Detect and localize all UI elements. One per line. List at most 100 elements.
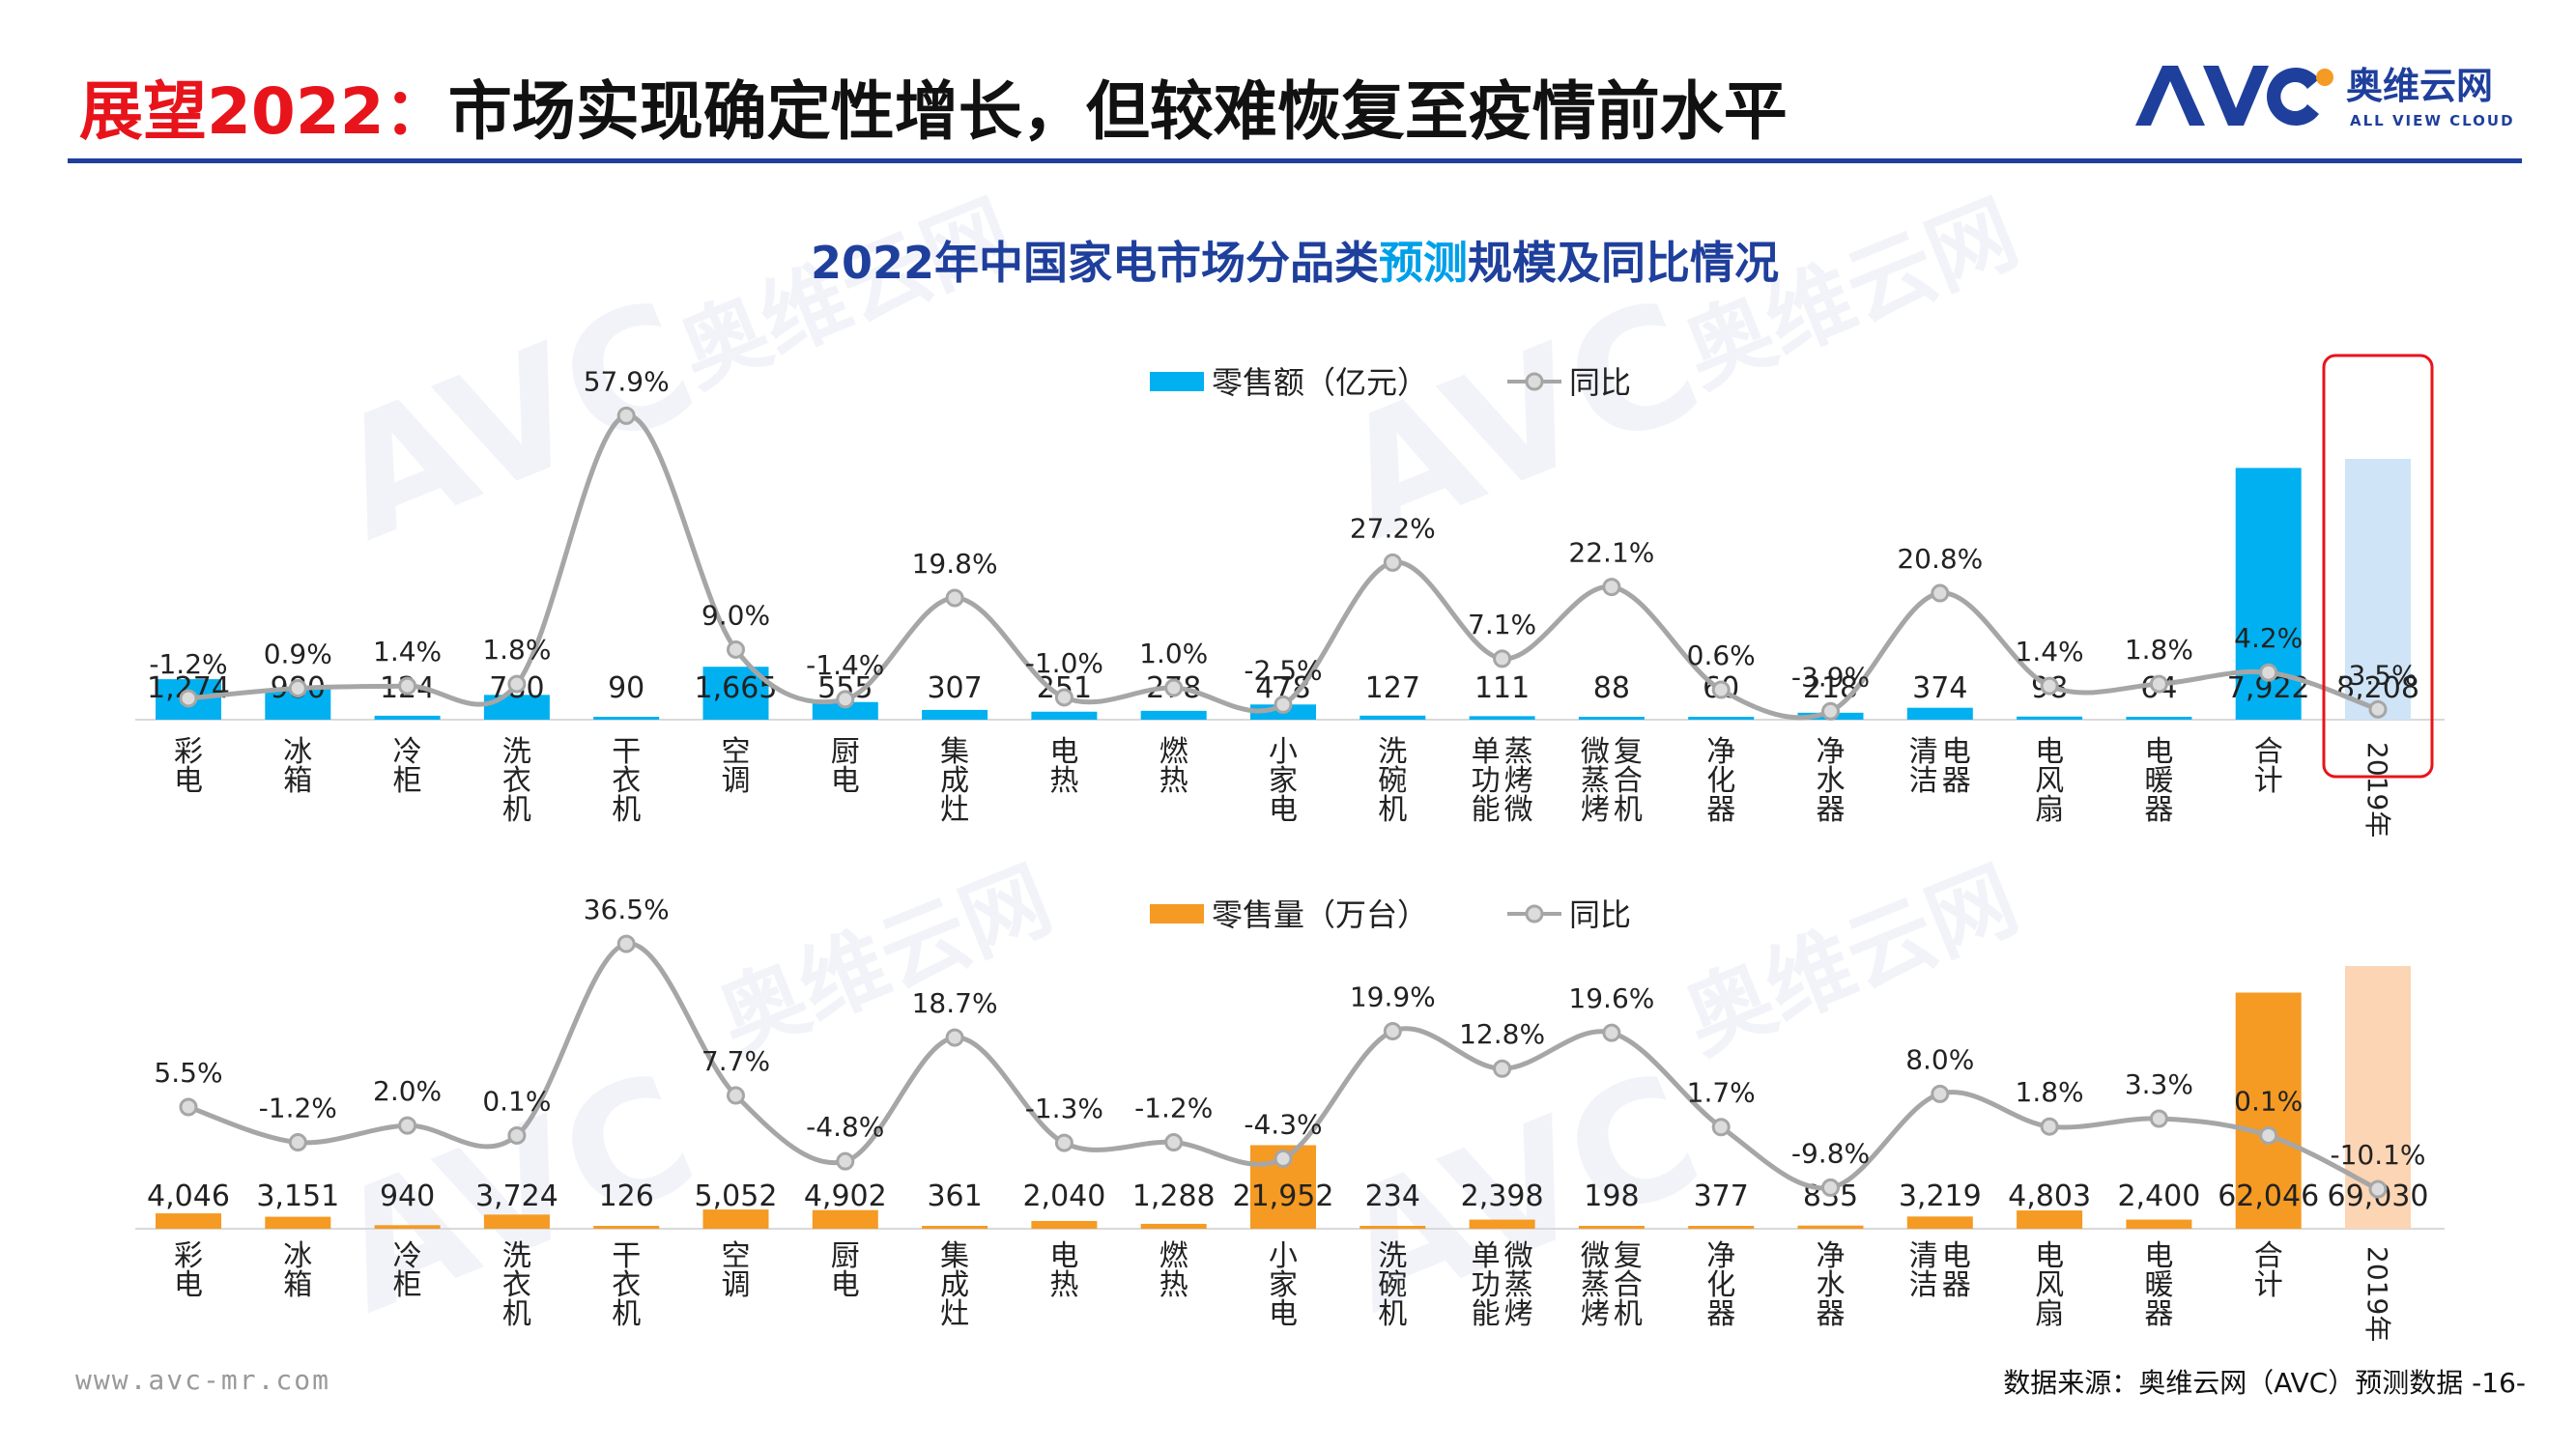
bar — [374, 1225, 441, 1229]
yoy-point — [179, 1097, 198, 1117]
bar-value-label: 3,151 — [256, 1179, 339, 1213]
yoy-point — [616, 934, 636, 953]
footer-url: www.avc-mr.com — [75, 1364, 331, 1396]
watermark-8: 奥维云网 — [1671, 848, 2031, 1072]
bar — [1906, 707, 1973, 720]
bar — [922, 1226, 988, 1229]
bar-value-label: 361 — [927, 1179, 982, 1213]
yoy-label: -10.1% — [2330, 1139, 2425, 1171]
watermark-4: 奥维云网 — [1671, 182, 2031, 406]
yoy-label: 1.8% — [2125, 634, 2193, 666]
category-label: 清洁电器 — [1909, 735, 1971, 798]
bar — [593, 1226, 660, 1229]
bar-value-label: 4,046 — [147, 1179, 230, 1213]
page-title: 展望2022：市场实现确定性增长，但较难恢复至疫情前水平 — [79, 60, 1788, 153]
category-label: 2019年 — [2361, 1246, 2393, 1342]
category-label: 洗衣机 — [502, 735, 531, 827]
yoy-label: 7.1% — [1468, 609, 1536, 640]
yoy-point — [1274, 695, 1293, 714]
page-title-main: 市场实现确定性增长，但较难恢复至疫情前水平 — [447, 74, 1788, 149]
yoy-label: 27.2% — [1350, 512, 1436, 544]
yoy-point — [179, 689, 198, 708]
category-label: 彩电 — [174, 735, 203, 798]
bar-value-label: 1,288 — [1132, 1179, 1216, 1213]
bar — [1688, 1226, 1755, 1229]
category-label: 清洁电器 — [1909, 1239, 1971, 1302]
category-label: 冰箱 — [283, 1239, 312, 1302]
yoy-line — [187, 941, 2380, 1192]
bar-value-label: 2,400 — [2117, 1179, 2200, 1213]
title-divider — [68, 158, 2522, 163]
watermark-1: AVC — [310, 264, 719, 578]
yoy-label: 57.9% — [584, 365, 670, 397]
yoy-point — [1383, 553, 1402, 572]
category-label: 电风扇 — [2035, 735, 2064, 827]
avc-logo: 奥维云网 ALL VIEW CLOUD — [2135, 65, 2513, 129]
bar — [1360, 1226, 1426, 1229]
bar-value-label: 21,952 — [1233, 1179, 1334, 1213]
legend-bar-swatch — [1150, 372, 1204, 391]
yoy-label: 0.9% — [264, 639, 332, 670]
bar-value-label: 307 — [927, 671, 982, 705]
category-label: 集成灶 — [940, 1239, 969, 1331]
bar — [265, 1216, 331, 1229]
bar — [2017, 716, 2083, 720]
yoy-point — [1711, 680, 1731, 699]
bar — [1469, 1219, 1535, 1229]
bar-value-label: 377 — [1694, 1179, 1749, 1213]
yoy-point — [1602, 578, 1621, 597]
yoy-point — [1821, 701, 1840, 721]
yoy-label: 22.1% — [1568, 537, 1654, 569]
page-title-prefix: 展望2022： — [79, 74, 448, 149]
yoy-point — [1493, 649, 1512, 668]
bar-value-label: 198 — [1584, 1179, 1639, 1213]
bar-value-label: 374 — [1912, 671, 1967, 705]
yoy-point — [507, 1125, 527, 1145]
category-label: 净水器 — [1817, 1239, 1846, 1331]
yoy-point — [1602, 1023, 1621, 1042]
category-label: 厨电 — [831, 1239, 860, 1302]
yoy-label: -1.2% — [149, 648, 227, 680]
yoy-point — [1054, 688, 1073, 707]
bar — [812, 1209, 878, 1229]
yoy-point — [398, 1116, 417, 1135]
category-label: 合计 — [2254, 735, 2283, 798]
yoy-label: 1.4% — [2016, 636, 2084, 668]
yoy-label: 36.5% — [584, 894, 670, 925]
yoy-point — [727, 1086, 745, 1105]
category-label: 合计 — [2254, 1239, 2283, 1302]
yoy-point — [2259, 1125, 2278, 1145]
yoy-label: 0.1% — [2234, 1085, 2303, 1117]
yoy-point — [2149, 1109, 2168, 1128]
bar-value-label: 88 — [1593, 671, 1630, 705]
legend-line-marker — [1525, 372, 1544, 391]
yoy-point — [2040, 676, 2059, 696]
yoy-label: 5.5% — [154, 1057, 222, 1089]
bar-value-label: 234 — [1365, 1179, 1420, 1213]
yoy-label: -3.5% — [2338, 659, 2417, 691]
yoy-label: -1.3% — [1025, 1093, 1103, 1124]
category-label: 冰箱 — [283, 735, 312, 798]
yoy-label: 1.7% — [1687, 1077, 1756, 1109]
bar — [1031, 1220, 1098, 1229]
retail-volume-chart: 零售量（万台） 同比 4,046 3,151 940 3,724 126 5,052 4,902… — [135, 894, 2445, 1342]
yoy-point — [2368, 1179, 2388, 1199]
bar — [483, 1214, 550, 1229]
highlight-box — [2322, 354, 2434, 779]
bar-value-label: 90 — [608, 671, 644, 705]
bar — [1578, 717, 1645, 720]
yoy-point — [1711, 1118, 1731, 1137]
yoy-point — [288, 1133, 307, 1152]
chart-title: 2022年中国家电市场分品类预测规模及同比情况 — [811, 237, 1779, 289]
yoy-label: -1.4% — [806, 649, 884, 681]
yoy-point — [288, 679, 307, 698]
legend-bar-swatch — [1150, 904, 1204, 923]
yoy-point — [1931, 583, 1950, 603]
bar — [156, 1213, 221, 1229]
category-label: 电热 — [1049, 735, 1078, 798]
yoy-label: -9.8% — [1791, 1137, 1870, 1169]
category-label: 净水器 — [1817, 735, 1846, 827]
category-label: 燃热 — [1159, 1239, 1188, 1302]
yoy-point — [1164, 1133, 1184, 1152]
yoy-label: 0.6% — [1687, 639, 1756, 671]
